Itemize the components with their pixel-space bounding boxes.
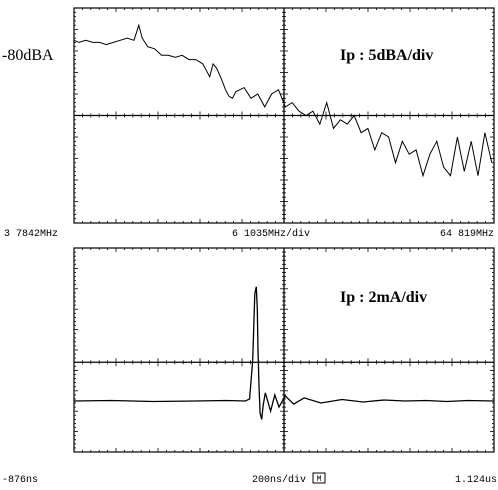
time-x-end-label: 1.124us (455, 475, 497, 486)
time-x-div-label: 200ns/div (252, 474, 306, 486)
spectrum-x-start-label: 3 7842MHz (4, 229, 58, 240)
spectrum-panel: -80dBA Ip : 5dBA/div 3 7842MHz 6 1035MHz… (2, 7, 495, 240)
time-panel: Ip : 2mA/div -876ns 200ns/div M 1.124us (2, 247, 497, 486)
time-trace (73, 286, 495, 420)
time-x-start-label: -876ns (2, 475, 38, 486)
reference-level-label: -80dBA (2, 47, 54, 64)
marker-icon-box (312, 472, 326, 484)
time-grid (73, 247, 495, 453)
time-scale-label: Ip : 2mA/div (340, 289, 427, 306)
spectrum-trace (73, 23, 493, 178)
spectrum-x-div-label: 6 1035MHz/div (232, 228, 310, 240)
spectrum-scale-label: Ip : 5dBA/div (340, 47, 433, 64)
marker-label: M (317, 475, 322, 484)
spectrum-x-end-label: 64 819MHz (440, 229, 494, 240)
spectrum-grid (73, 7, 495, 224)
